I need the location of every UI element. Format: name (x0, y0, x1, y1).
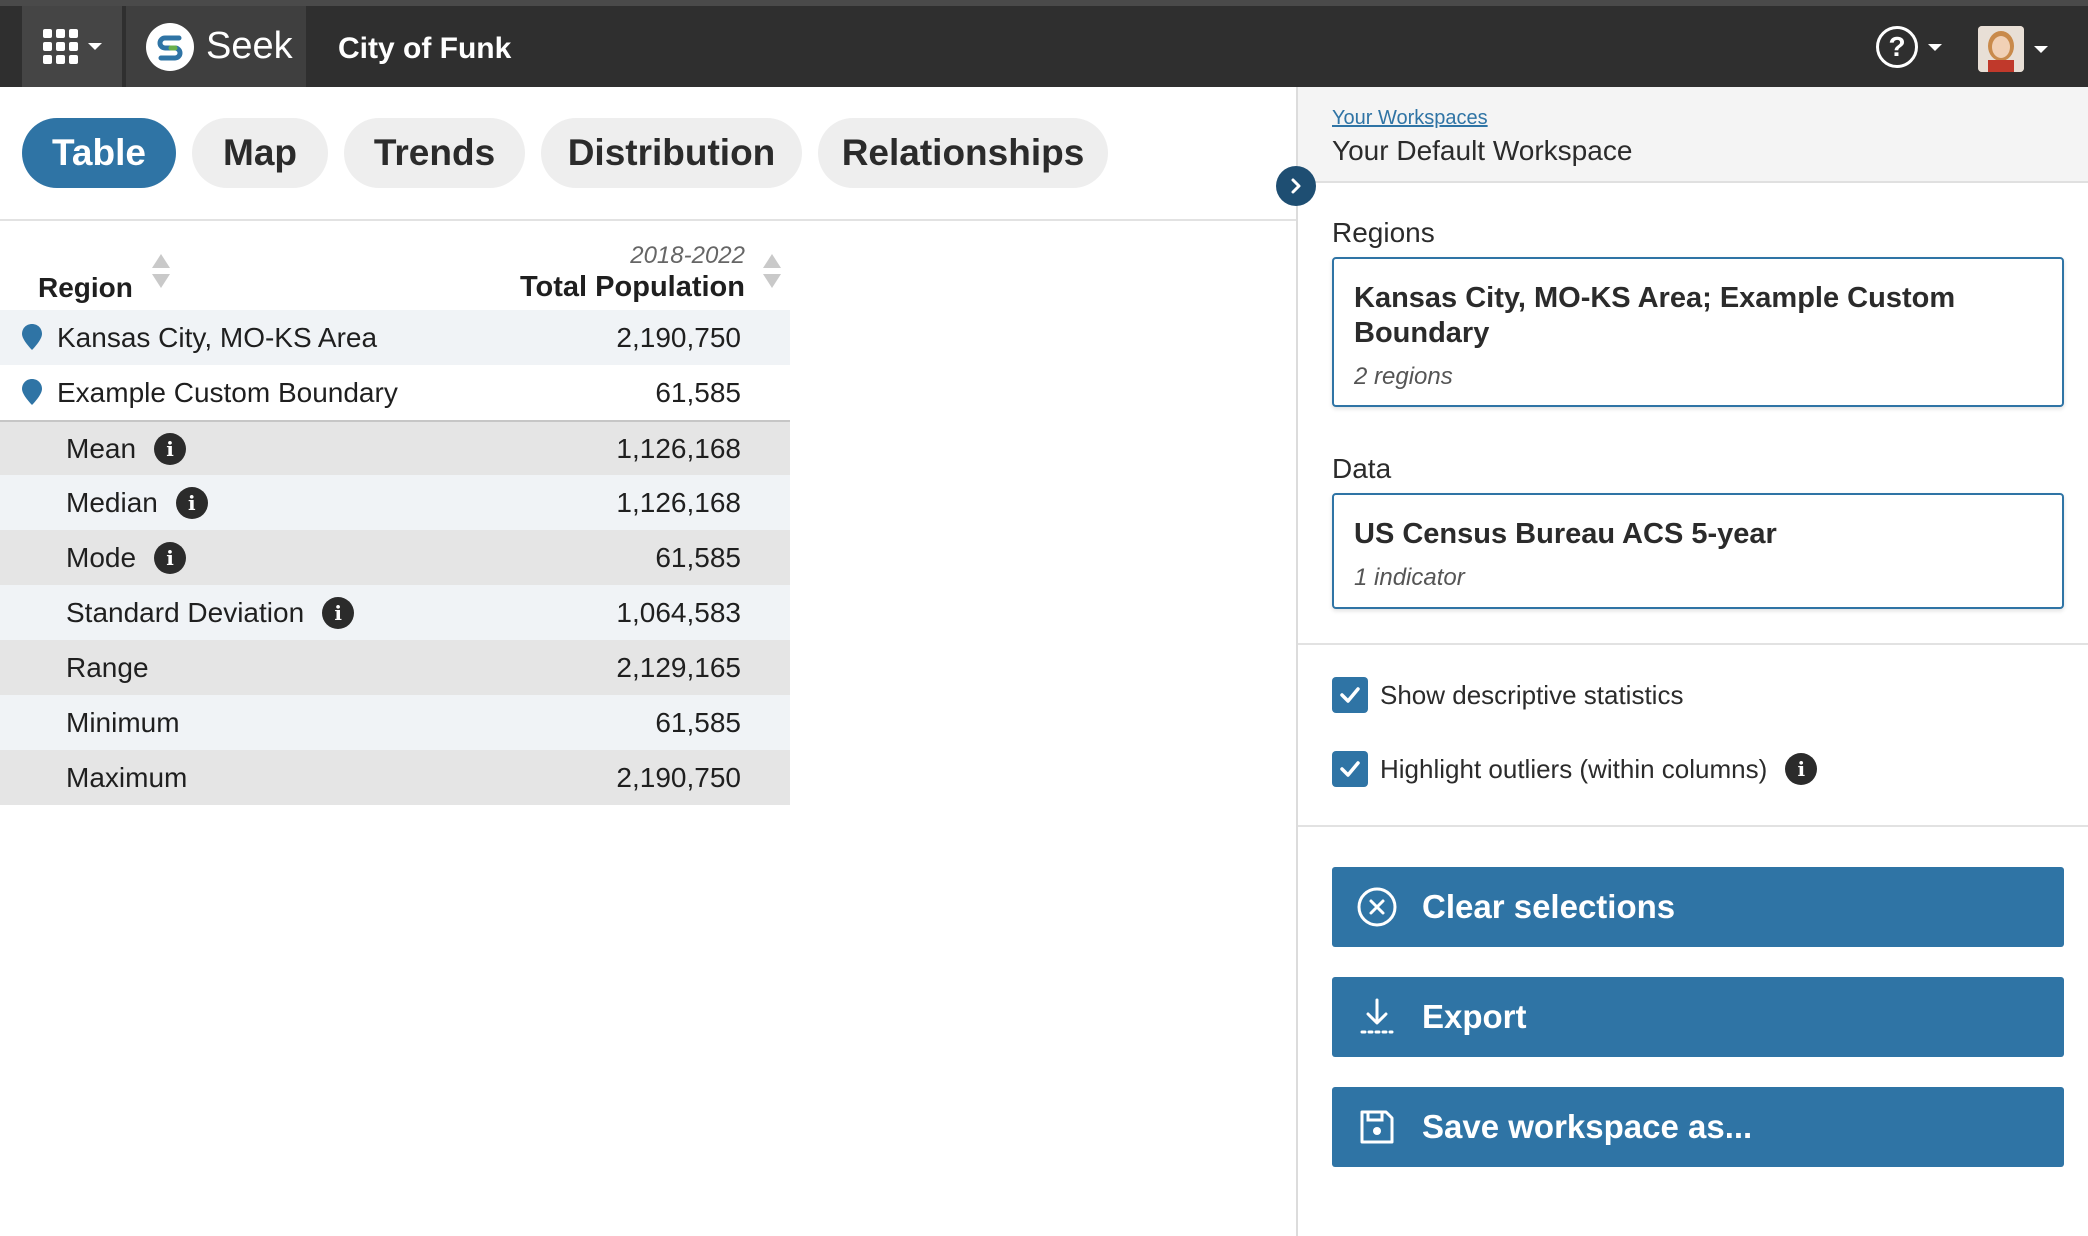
map-pin-icon (22, 379, 42, 405)
clear-selections-label: Clear selections (1422, 888, 1676, 925)
stat-value: 61,585 (655, 706, 741, 738)
export-button[interactable]: Export (1332, 977, 2064, 1057)
help-menu-button[interactable]: ? (1876, 26, 1942, 68)
cell-value: 61,585 (655, 376, 741, 408)
brand-home-link[interactable]: Seek (126, 6, 306, 87)
data-card-title: US Census Bureau ACS 5-year (1354, 518, 1777, 550)
show-stats-checkbox[interactable] (1332, 677, 1368, 713)
stat-value: 2,129,165 (616, 651, 741, 683)
seek-logo-icon (146, 22, 194, 71)
stat-row-median: Median i 1,126,168 (0, 475, 790, 530)
stat-row-maximum: Maximum 2,190,750 (0, 750, 790, 805)
info-icon[interactable]: i (322, 596, 355, 629)
checkmark-icon (1340, 687, 1360, 703)
divider (1298, 643, 2088, 645)
stat-label: Minimum (66, 706, 180, 738)
stat-label: Standard Deviation (66, 596, 305, 628)
apps-grid-icon (42, 29, 78, 64)
brand-name: Seek (206, 25, 293, 67)
data-card[interactable]: US Census Bureau ACS 5-year 1 indicator (1332, 493, 2064, 609)
save-workspace-label: Save workspace as... (1422, 1108, 1753, 1145)
stat-row-range: Range 2,129,165 (0, 640, 790, 695)
divider (1298, 825, 2088, 827)
help-icon: ? (1876, 26, 1918, 68)
info-icon[interactable]: i (154, 432, 187, 465)
workspace-panel: Your Workspaces Your Default Workspace R… (1296, 87, 2088, 1236)
stat-label: Maximum (66, 761, 188, 793)
table-header: Region 2018-2022 Total Population (0, 236, 790, 310)
table-row[interactable]: Kansas City, MO-KS Area 2,190,750 (0, 310, 790, 365)
info-icon[interactable]: i (1785, 753, 1818, 785)
highlight-outliers-checkbox[interactable] (1332, 751, 1368, 787)
stat-row-mean: Mean i 1,126,168 (0, 420, 790, 475)
city-name: City of Funk (338, 32, 512, 65)
show-stats-option[interactable]: Show descriptive statistics (1332, 677, 1683, 713)
download-icon (1360, 998, 1394, 1034)
stat-value: 1,064,583 (616, 596, 741, 628)
tab-table[interactable]: Table (22, 118, 176, 188)
stat-value: 1,126,168 (616, 432, 741, 464)
clear-icon (1357, 887, 1397, 927)
save-icon (1360, 1110, 1394, 1144)
view-tabs: Table Map Trends Distribution Relationsh… (22, 118, 1124, 188)
chevron-down-icon (87, 43, 102, 50)
regions-card[interactable]: Kansas City, MO-KS Area; Example Custom … (1332, 257, 2064, 407)
show-stats-label: Show descriptive statistics (1380, 679, 1684, 710)
regions-card-count: 2 regions (1354, 363, 1453, 390)
regions-label: Regions (1332, 217, 1435, 248)
stat-label: Mean (66, 432, 137, 464)
stat-row-minimum: Minimum 61,585 (0, 695, 790, 750)
export-label: Export (1422, 998, 1527, 1035)
tab-map[interactable]: Map (192, 118, 328, 188)
highlight-outliers-option[interactable]: Highlight outliers (within columns) i (1332, 751, 1818, 787)
user-menu-button[interactable] (1978, 26, 2048, 72)
panel-header: Your Workspaces Your Default Workspace (1298, 87, 2088, 183)
chevron-right-icon (1291, 178, 1301, 194)
divider (0, 219, 1296, 221)
cell-value: 2,190,750 (616, 321, 741, 353)
stat-label: Range (66, 651, 149, 683)
stat-value: 61,585 (655, 541, 741, 573)
stat-row-standard-deviation: Standard Deviation i 1,064,583 (0, 585, 790, 640)
stat-value: 1,126,168 (616, 486, 741, 518)
map-pin-icon (22, 324, 42, 350)
stat-row-mode: Mode i 61,585 (0, 530, 790, 585)
sort-icon[interactable] (152, 254, 170, 288)
workspaces-link[interactable]: Your Workspaces (1332, 107, 1488, 129)
tab-relationships[interactable]: Relationships (818, 118, 1108, 188)
column-header-year: 2018-2022 (630, 242, 745, 269)
avatar (1978, 26, 2024, 72)
info-icon[interactable]: i (154, 541, 187, 574)
checkmark-icon (1340, 761, 1360, 777)
clear-selections-button[interactable]: Clear selections (1332, 867, 2064, 947)
tab-distribution[interactable]: Distribution (541, 118, 802, 188)
chevron-down-icon (1928, 43, 1942, 51)
data-table: Region 2018-2022 Total Population Kansas… (0, 236, 790, 805)
column-header-region[interactable]: Region (38, 272, 133, 303)
stat-label: Mode (66, 541, 137, 573)
region-name: Example Custom Boundary (57, 376, 398, 408)
highlight-outliers-label: Highlight outliers (within columns) (1380, 753, 1768, 784)
stat-value: 2,190,750 (616, 761, 741, 793)
save-workspace-button[interactable]: Save workspace as... (1332, 1087, 2064, 1167)
sort-icon[interactable] (763, 254, 781, 288)
info-icon[interactable]: i (175, 486, 208, 519)
top-bar: Seek City of Funk ? (0, 0, 2088, 87)
stat-label: Median (66, 486, 158, 518)
collapse-panel-button[interactable] (1276, 166, 1316, 206)
data-label: Data (1332, 453, 1392, 484)
apps-menu-button[interactable] (22, 6, 122, 87)
tab-trends[interactable]: Trends (344, 118, 525, 188)
chevron-down-icon (2034, 45, 2048, 53)
regions-card-title: Kansas City, MO-KS Area; Example Custom … (1354, 282, 1956, 349)
data-card-count: 1 indicator (1354, 564, 1465, 591)
table-row[interactable]: Example Custom Boundary 61,585 (0, 365, 790, 420)
column-header-total-population[interactable]: Total Population (520, 271, 745, 303)
region-name: Kansas City, MO-KS Area (57, 321, 378, 353)
workspace-name: Your Default Workspace (1332, 135, 1633, 166)
